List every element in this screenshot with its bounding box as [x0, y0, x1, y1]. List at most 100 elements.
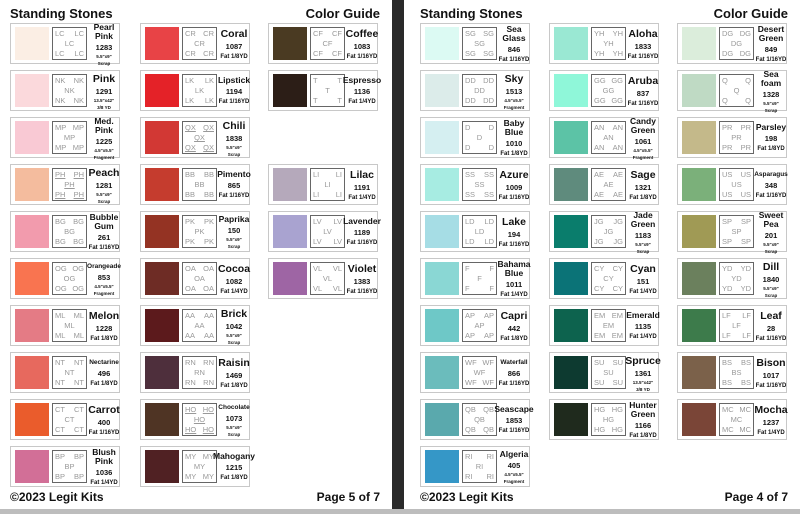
- color-swatch: [145, 27, 179, 60]
- color-card: DG DG DG DG DG Desert Green 849 Fat 1/16YD: [677, 23, 787, 64]
- color-info: Aruba 837 Fat 1/16YD: [627, 72, 659, 110]
- color-swatch: [554, 309, 588, 342]
- symbol-code: BS: [722, 358, 733, 367]
- symbol-code: SU: [594, 358, 605, 367]
- color-swatch: [425, 262, 459, 295]
- symbol-code: RI: [465, 472, 473, 481]
- fabric-size: Fat 1/4YD: [629, 288, 657, 295]
- symbol-code: AP: [483, 331, 494, 340]
- symbol-code: LC: [55, 49, 65, 58]
- symbol-code: LF: [742, 331, 751, 340]
- color-number: 1083: [353, 41, 371, 51]
- color-swatch: [425, 168, 459, 201]
- symbol-code: ML: [73, 311, 84, 320]
- symbol-code-box: DD DD DD DD DD: [462, 74, 497, 107]
- symbol-code-box: RI RI RI RI RI: [462, 450, 497, 483]
- color-number: 1328: [762, 89, 780, 99]
- guide-title: Color Guide: [713, 6, 788, 21]
- fabric-size: Scrap: [764, 107, 778, 113]
- symbol-code: D: [476, 133, 483, 142]
- color-info: Sage 1321 Fat 1/8YD: [627, 166, 659, 204]
- symbol-code-box: MP MP MP MP MP: [52, 121, 87, 154]
- color-card: GG GG GG GG GG Aruba 837 Fat 1/16YD: [549, 70, 659, 111]
- color-name: Candy Green: [630, 115, 656, 135]
- symbol-code: NK: [73, 76, 84, 85]
- color-info: Chili 1838 5.5"x9" Scrap: [218, 119, 250, 157]
- symbol-code: BS: [740, 378, 751, 387]
- symbol-code-box: HO HO HO HO HO: [182, 403, 217, 436]
- color-card: AP AP AP AP AP Capri 442 Fat 1/8YD: [420, 305, 530, 346]
- symbol-code: PK: [203, 217, 214, 226]
- symbol-code: GG: [594, 76, 606, 85]
- symbol-code: HG: [594, 405, 606, 414]
- color-card: LC LC LC LC LC Pearl Pink 1283 5.5"x9" Scrap: [10, 22, 120, 66]
- symbol-code: SP: [740, 237, 751, 246]
- color-swatch: [554, 403, 588, 436]
- symbol-code: D: [488, 123, 494, 132]
- color-card: T T T T T Espresso 1136 Fat 1/4YD: [268, 70, 381, 111]
- color-number: 261: [97, 232, 111, 242]
- color-swatch: [145, 168, 179, 201]
- color-number: 849: [764, 44, 778, 54]
- fabric-size: Fat 1/16YD: [498, 428, 530, 434]
- fabric-size: Fat 1/16YD: [498, 241, 530, 248]
- color-card: ML ML ML ML ML Melon 1228 Fat 1/8YD: [10, 305, 120, 346]
- symbol-code: ML: [64, 321, 75, 330]
- fabric-size: Fat 1/4YD: [348, 99, 376, 105]
- symbol-code-box: GG GG GG GG GG: [591, 74, 626, 107]
- symbol-code: CT: [64, 415, 75, 424]
- symbol-code: MP: [72, 123, 84, 132]
- color-name: Capri: [500, 309, 528, 322]
- symbol-code-box: CR CR CR CR CR: [182, 27, 217, 60]
- color-name: Sea foam: [760, 68, 782, 88]
- color-card: HG HG HG HG HG Hunter Green 1166 Fat 1/8YD: [549, 399, 659, 440]
- color-swatch: [15, 27, 49, 60]
- symbol-code-box: LC LC LC LC LC: [52, 27, 87, 60]
- color-card: SU SU SU SU SU Spruce 1361 13.5"x42" 3/8 YD: [549, 352, 661, 393]
- color-name: Jade Green: [630, 209, 656, 229]
- symbol-code-box: BG BG BG BG BG: [52, 215, 87, 248]
- symbol-code: PK: [185, 217, 196, 226]
- fabric-size: 5.5"x9": [635, 241, 651, 247]
- symbol-code: PR: [740, 143, 751, 152]
- fabric-size: Fat 1/8YD: [757, 146, 785, 152]
- color-guide-page-5: Standing Stones Color Guide ©2023 Legit Ki…: [0, 0, 392, 509]
- symbol-code: MC: [722, 405, 734, 414]
- color-name: Mocha: [754, 403, 788, 416]
- color-info: Pimento 865 Fat 1/16YD: [217, 166, 251, 204]
- color-name: Melon: [88, 309, 120, 322]
- symbol-code: D: [465, 143, 471, 152]
- symbol-code: CF: [313, 29, 323, 38]
- color-number: 1036: [95, 467, 113, 477]
- color-guide-page-4: Standing Stones Color Guide ©2023 Legit Ki…: [404, 0, 800, 509]
- symbol-code-box: YH YH YH YH YH: [591, 27, 626, 60]
- fabric-size: Fat 1/16YD: [755, 335, 787, 342]
- color-card: AE AE AE AE AE Sage 1321 Fat 1/8YD: [549, 164, 659, 205]
- color-swatch: [273, 168, 307, 201]
- symbol-code: LV: [333, 237, 342, 246]
- color-card: DD DD DD DD DD Sky 1513 4.5"x5.5" Fragment: [420, 70, 530, 111]
- color-number: 1513: [505, 86, 523, 96]
- symbol-code: NT: [55, 358, 65, 367]
- color-swatch: [554, 74, 588, 107]
- symbol-code: LI: [313, 190, 320, 199]
- symbol-code: DD: [483, 96, 494, 105]
- symbol-code-box: OA OA OA OA OA: [182, 262, 217, 295]
- page-number: Page 4 of 7: [724, 490, 788, 504]
- color-card: OA OA OA OA OA Cocoa 1082 Fat 1/4YD: [140, 258, 250, 299]
- symbol-code: MP: [55, 143, 67, 152]
- color-number: 151: [636, 276, 650, 286]
- color-number: 1281: [95, 180, 113, 190]
- color-card: MP MP MP MP MP Med. Pink 1225 4.5"x5.5" Fragment: [10, 116, 120, 160]
- symbol-code: NK: [64, 86, 75, 95]
- color-info: Carrot 400 Fat 1/16YD: [88, 401, 120, 439]
- color-info: Bahama Blue 1011 Fat 1/4YD: [497, 259, 530, 298]
- symbol-code: SU: [594, 378, 605, 387]
- fabric-size: Fat 1/8YD: [629, 194, 657, 201]
- color-number: 1215: [225, 463, 243, 472]
- color-name: Chocolate: [218, 404, 250, 411]
- fabric-size: 5.5"x9": [96, 53, 112, 59]
- color-info: Emerald 1135 Fat 1/4YD: [626, 307, 660, 345]
- symbol-code: YH: [594, 29, 605, 38]
